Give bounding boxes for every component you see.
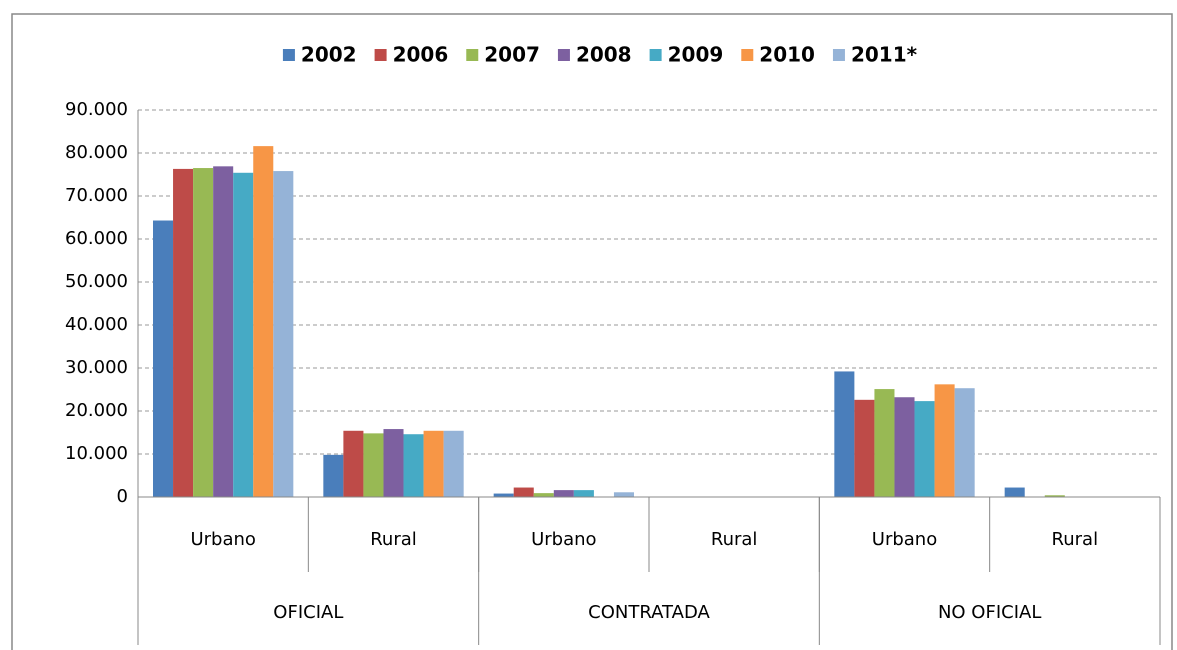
x-tick-label: Rural bbox=[1052, 529, 1099, 550]
y-tick-label: 0 bbox=[117, 486, 128, 507]
bar bbox=[423, 430, 444, 497]
bar bbox=[253, 146, 274, 497]
legend-label: 2002 bbox=[301, 43, 357, 67]
legend-label: 2007 bbox=[484, 43, 540, 67]
bar bbox=[213, 166, 234, 497]
bar bbox=[553, 490, 574, 497]
legend-swatch bbox=[741, 49, 754, 61]
y-tick-label: 10.000 bbox=[65, 443, 128, 464]
bar bbox=[403, 434, 424, 497]
y-tick-label: 70.000 bbox=[65, 185, 128, 206]
bar bbox=[383, 429, 404, 497]
legend-label: 2006 bbox=[393, 43, 449, 67]
bar bbox=[934, 384, 955, 497]
x-tick-label: Urbano bbox=[531, 529, 596, 550]
group-label: OFICIAL bbox=[273, 602, 343, 623]
bar bbox=[1004, 487, 1025, 497]
group-label: NO OFICIAL bbox=[938, 602, 1041, 623]
bar bbox=[273, 171, 294, 497]
legend-swatch bbox=[466, 49, 479, 61]
x-tick-label: Urbano bbox=[190, 529, 255, 550]
bar bbox=[954, 388, 975, 497]
bar bbox=[573, 490, 594, 497]
bar bbox=[874, 389, 895, 497]
legend-swatch bbox=[649, 49, 662, 61]
bar bbox=[854, 399, 875, 497]
bar bbox=[1044, 495, 1065, 497]
x-tick-label: Rural bbox=[370, 529, 417, 550]
bar bbox=[153, 220, 174, 497]
y-tick-label: 80.000 bbox=[65, 142, 128, 163]
legend-swatch bbox=[832, 49, 845, 61]
legend-label: 2008 bbox=[576, 43, 632, 67]
group-label: CONTRATADA bbox=[588, 602, 710, 623]
bar bbox=[914, 401, 935, 497]
y-tick-label: 60.000 bbox=[65, 228, 128, 249]
legend-swatch bbox=[374, 49, 387, 61]
bar bbox=[613, 492, 634, 497]
bar bbox=[173, 168, 194, 497]
bar bbox=[513, 487, 534, 497]
legend-swatch bbox=[557, 49, 570, 61]
chart-frame bbox=[11, 13, 1173, 650]
legend-label: 2009 bbox=[668, 43, 724, 67]
bar bbox=[363, 433, 384, 497]
bar bbox=[894, 397, 915, 497]
bar bbox=[443, 430, 464, 497]
bar bbox=[323, 454, 344, 497]
bar bbox=[343, 430, 364, 497]
y-tick-label: 20.000 bbox=[65, 400, 128, 421]
bar bbox=[193, 168, 214, 498]
y-tick-label: 30.000 bbox=[65, 357, 128, 378]
legend-label: 2010 bbox=[759, 43, 815, 67]
y-tick-label: 90.000 bbox=[65, 99, 128, 120]
bar bbox=[533, 493, 554, 497]
x-tick-label: Rural bbox=[711, 529, 758, 550]
x-tick-label: Urbano bbox=[872, 529, 937, 550]
y-tick-label: 40.000 bbox=[65, 314, 128, 335]
legend-swatch bbox=[282, 49, 295, 61]
y-tick-label: 50.000 bbox=[65, 271, 128, 292]
bar bbox=[834, 371, 855, 497]
bar bbox=[493, 493, 514, 497]
legend-label: 2011* bbox=[851, 43, 918, 67]
bar bbox=[233, 172, 254, 497]
